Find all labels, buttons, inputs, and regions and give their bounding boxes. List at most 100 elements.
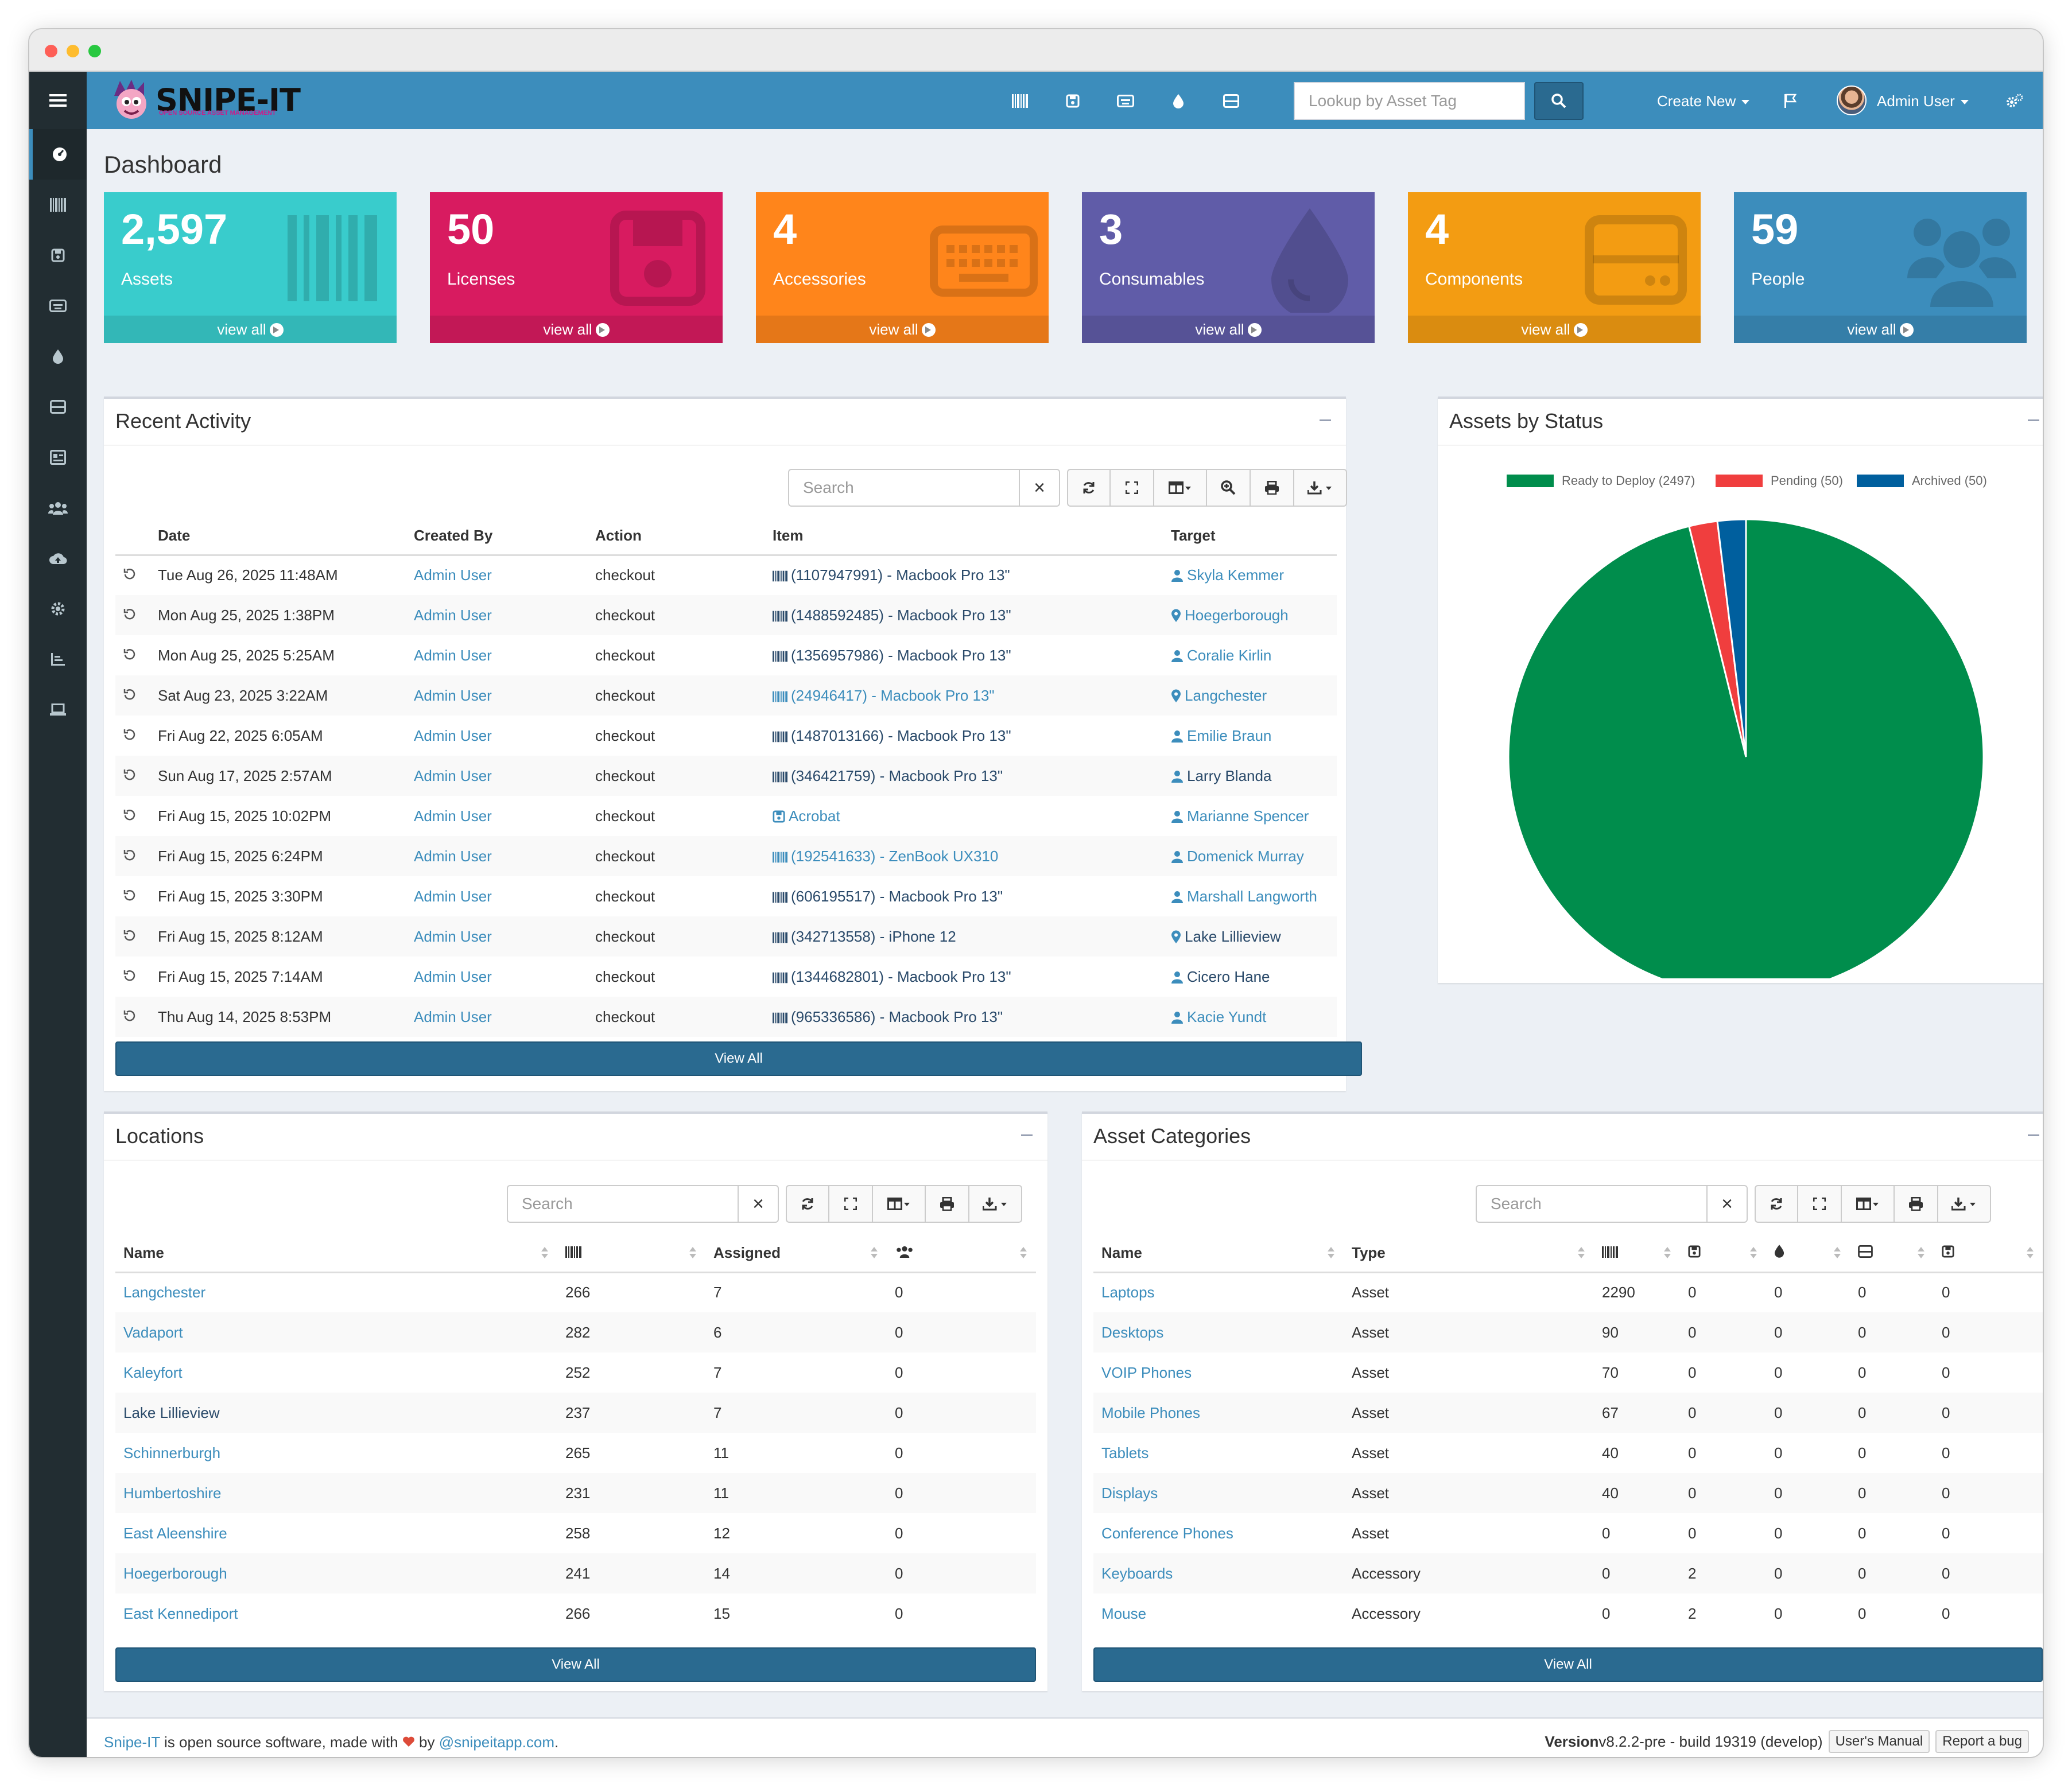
fullscreen-button[interactable] [1111, 469, 1154, 507]
column-header-users[interactable] [887, 1234, 1036, 1273]
app-logo[interactable]: SNIPE-IT [110, 77, 301, 123]
sidebar-item-predefined-kits[interactable] [29, 432, 87, 483]
zoom-window-button[interactable] [88, 45, 101, 57]
legend-item[interactable]: Ready to Deploy (2497) [1507, 473, 1695, 488]
sidebar-item-licenses[interactable] [29, 230, 87, 281]
minimize-window-button[interactable] [67, 45, 79, 57]
clear-search-button[interactable]: × [1706, 1185, 1748, 1223]
legend-item[interactable]: Pending (50) [1716, 473, 1843, 488]
locations-view-all-button[interactable]: View All [115, 1647, 1036, 1682]
collapse-box-button[interactable] [1320, 419, 1331, 421]
location-name-link[interactable]: Hoegerborough [115, 1553, 557, 1593]
column-header-type[interactable]: Type [1344, 1234, 1594, 1273]
undo-icon[interactable] [115, 635, 150, 675]
print-button[interactable] [1251, 469, 1294, 507]
lookup-search-button[interactable] [1534, 82, 1584, 120]
flag-icon[interactable] [1781, 92, 1799, 110]
barcode-icon[interactable] [1011, 92, 1029, 110]
column-header-target[interactable]: Target [1163, 517, 1337, 556]
activity-target-link[interactable]: Larry Blanda [1163, 756, 1337, 796]
pie-slice-2[interactable] [1716, 518, 1747, 757]
fullscreen-button[interactable] [1798, 1185, 1842, 1223]
category-name-link[interactable]: Mouse [1101, 1604, 1147, 1622]
location-name-link[interactable]: Schinnerburgh [123, 1444, 221, 1462]
hdd-icon[interactable] [1222, 92, 1240, 110]
sidebar-item-settings[interactable] [29, 584, 87, 634]
activity-target-link[interactable]: Skyla Kemmer [1163, 555, 1337, 595]
category-name-link[interactable]: VOIP Phones [1101, 1363, 1192, 1381]
location-name-link[interactable]: East Aleenshire [123, 1524, 227, 1542]
close-window-button[interactable] [45, 45, 57, 57]
column-header-date[interactable]: Date [150, 517, 406, 556]
column-header-assets[interactable] [1594, 1234, 1680, 1273]
stat-tile-assets[interactable]: 2,597 Assets view all [104, 192, 397, 343]
avatar[interactable] [1837, 85, 1867, 115]
activity-target-link[interactable]: Lake Lillieview [1163, 916, 1337, 957]
undo-icon[interactable] [115, 876, 150, 916]
activity-item-link[interactable]: (1356957986) - Macbook Pro 13" [765, 635, 1163, 675]
column-header-name[interactable]: Name [1093, 1234, 1344, 1273]
print-button[interactable] [1895, 1185, 1938, 1223]
view-all-link[interactable]: view all [104, 316, 397, 343]
stat-tile-components[interactable]: 4 Components view all [1408, 192, 1701, 343]
activity-created-by-link[interactable]: Admin User [406, 997, 587, 1037]
keyboard-icon[interactable] [1116, 92, 1135, 110]
locations-search-input[interactable]: Search [507, 1185, 738, 1223]
stat-tile-licenses[interactable]: 50 Licenses view all [430, 192, 723, 343]
category-name-link[interactable]: Displays [1093, 1473, 1344, 1513]
sidebar-item-assets[interactable] [29, 180, 87, 230]
activity-created-by-link[interactable]: Admin User [406, 916, 587, 957]
activity-item-link[interactable]: (1344682801) - Macbook Pro 13" [765, 957, 1163, 997]
view-all-link[interactable]: view all [430, 316, 723, 343]
export-button[interactable] [1294, 469, 1347, 507]
category-name-link[interactable]: Laptops [1101, 1284, 1155, 1301]
column-header-accessories[interactable] [1680, 1234, 1766, 1273]
footer-handle-link[interactable]: @snipeitapp.com [439, 1733, 554, 1751]
user-menu[interactable]: Admin User [1877, 92, 1969, 110]
footer-brand-link[interactable]: Snipe-IT [104, 1733, 160, 1751]
stat-tile-consumables[interactable]: 3 Consumables view all [1082, 192, 1375, 343]
report-bug-button[interactable]: Report a bug [1935, 1730, 2029, 1753]
sidebar-item-people[interactable] [29, 483, 87, 533]
activity-target-link[interactable]: Hoegerborough [1163, 595, 1337, 635]
columns-button[interactable] [1154, 469, 1207, 507]
sidebar-item-accessories[interactable] [29, 281, 87, 331]
menu-toggle-icon[interactable] [29, 72, 87, 129]
activity-item-link[interactable]: Acrobat [765, 796, 1163, 836]
activity-target-link[interactable]: Marshall Langworth [1163, 876, 1337, 916]
stat-tile-accessories[interactable]: 4 Accessories view all [756, 192, 1049, 343]
sidebar-item-consumables[interactable] [29, 331, 87, 382]
categories-view-all-button[interactable]: View All [1093, 1647, 2043, 1682]
activity-created-by-link[interactable]: Admin User [414, 887, 492, 905]
drop-icon[interactable] [1169, 92, 1188, 110]
activity-item-link[interactable]: (24946417) - Macbook Pro 13" [765, 675, 1163, 716]
activity-target-link[interactable]: Marianne Spencer [1163, 796, 1337, 836]
undo-icon[interactable] [115, 836, 150, 876]
undo-icon[interactable] [115, 916, 150, 957]
collapse-box-button[interactable] [2028, 1134, 2039, 1136]
refresh-button[interactable] [1067, 469, 1111, 507]
activity-created-by-link[interactable]: Admin User [406, 756, 587, 796]
legend-item[interactable]: Archived (50) [1857, 473, 1987, 488]
activity-target-link[interactable]: Langchester [1163, 675, 1337, 716]
column-header-name[interactable]: Name [115, 1234, 557, 1273]
view-all-link[interactable]: view all [756, 316, 1049, 343]
view-all-link[interactable]: view all [1734, 316, 2027, 343]
category-name-link[interactable]: Desktops [1093, 1312, 1344, 1352]
sidebar-item-reports[interactable] [29, 634, 87, 685]
activity-created-by-link[interactable]: Admin User [414, 566, 492, 584]
column-header-consumables[interactable] [1766, 1234, 1850, 1273]
undo-icon[interactable] [115, 675, 150, 716]
location-name-link[interactable]: Langchester [123, 1284, 206, 1301]
export-button[interactable] [1938, 1185, 1991, 1223]
activity-target-link[interactable]: Emilie Braun [1163, 716, 1337, 756]
column-header-assets[interactable] [557, 1234, 705, 1273]
activity-created-by-link[interactable]: Admin User [414, 967, 492, 985]
sidebar-item-import[interactable] [29, 533, 87, 584]
column-header-item[interactable]: Item [765, 517, 1163, 556]
location-name-link[interactable]: Vadaport [115, 1312, 557, 1352]
activity-created-by-link[interactable]: Admin User [414, 726, 492, 744]
advanced-search-button[interactable] [1207, 469, 1251, 507]
clear-search-button[interactable]: × [1019, 469, 1060, 507]
sidebar-item-components[interactable] [29, 382, 87, 432]
